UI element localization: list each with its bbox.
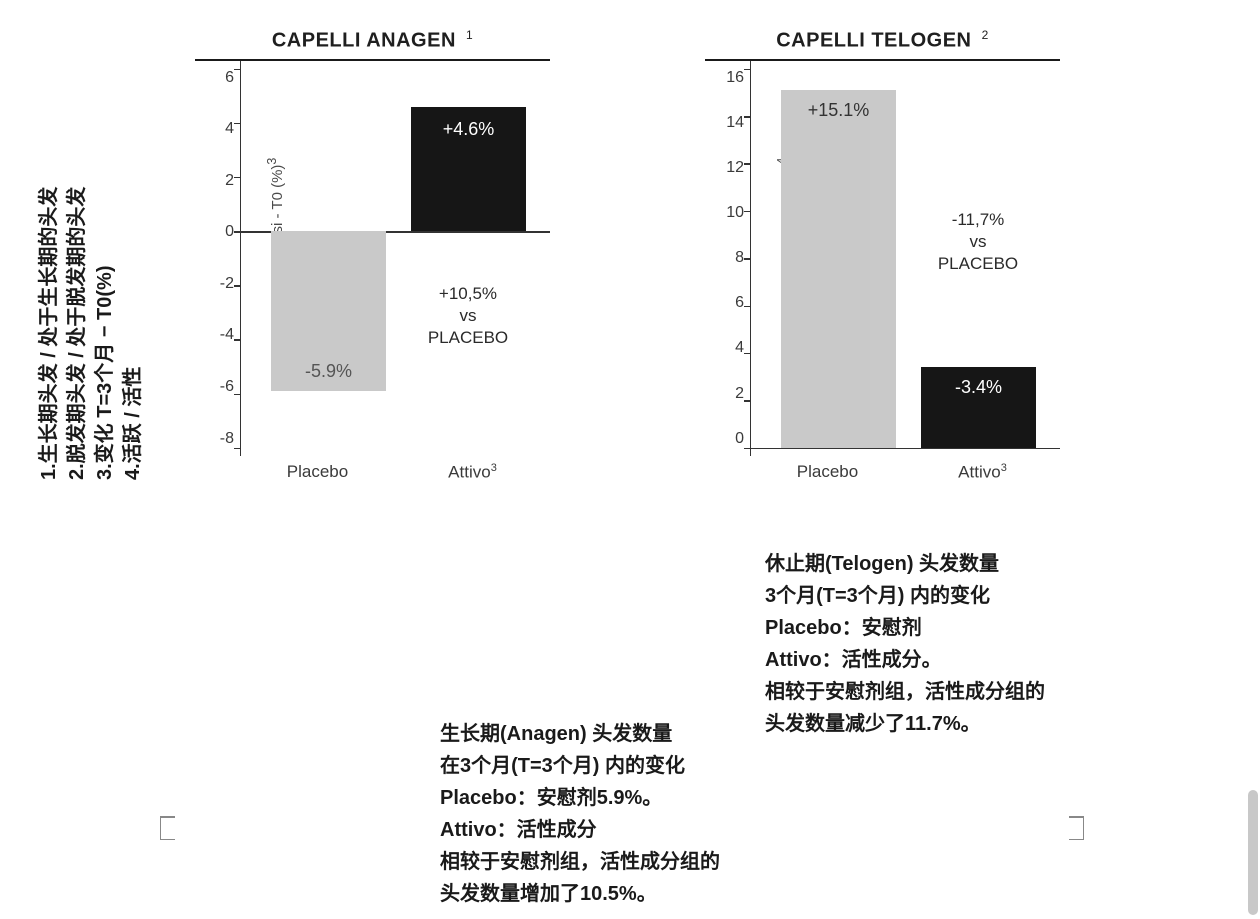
- chart-telogen-title-text: CAPELLI TELOGEN: [776, 30, 971, 52]
- ytick-mark: [234, 69, 241, 71]
- legend-line-1: 1.生长期头发 / 处于生长期的头发: [35, 120, 63, 480]
- chart-anagen-xlabel-1-sup: 3: [491, 462, 497, 474]
- chart-anagen-plot: Variazione T=3 mesi - T0 (%)3 6420-2-4-6…: [195, 61, 550, 456]
- desc-anagen-l5: 相较于安慰剂组，活性成分组的: [440, 846, 750, 878]
- desc-telogen-l4: Attivo：活性成分。: [765, 644, 1095, 676]
- ytick-mark: [744, 448, 751, 450]
- chart-anagen-xlabel-1: Attivo3: [395, 462, 550, 483]
- chart-telogen-plot-area: +15.1% -3.4% -11,7%vsPLACEBO: [750, 61, 1060, 456]
- comparison-annotation: +10,5%vsPLACEBO: [403, 283, 533, 349]
- ytick-mark: [234, 285, 241, 287]
- ytick-label: 14: [726, 114, 744, 132]
- ytick-mark: [234, 394, 241, 396]
- bar-value-label: +4.6%: [411, 119, 526, 140]
- desc-anagen-l6: 头发数量增加了10.5%。: [440, 878, 750, 910]
- description-telogen: 休止期(Telogen) 头发数量 3个月(T=3个月) 内的变化 Placeb…: [765, 548, 1095, 740]
- ytick-mark: [744, 116, 751, 118]
- ytick-label: 2: [735, 385, 744, 403]
- ytick-label: 16: [726, 69, 744, 87]
- ytick-label: 4: [225, 120, 234, 138]
- ytick-label: 0: [735, 430, 744, 448]
- desc-telogen-l2: 3个月(T=3个月) 内的变化: [765, 580, 1095, 612]
- chart-anagen: CAPELLI ANAGEN 1 Variazione T=3 mesi - T…: [195, 28, 550, 482]
- desc-telogen-l6: 头发数量减少了11.7%。: [765, 708, 1095, 740]
- chart-telogen-xlabel-1: Attivo3: [905, 462, 1060, 483]
- chart-anagen-xlabel-0: Placebo: [240, 462, 395, 483]
- ytick-label: 4: [735, 339, 744, 357]
- bar: [781, 90, 896, 448]
- ytick-label: -4: [220, 326, 234, 344]
- chart-telogen-xlabels: Placebo Attivo3: [705, 462, 1060, 483]
- desc-anagen-l2: 在3个月(T=3个月) 内的变化: [440, 750, 750, 782]
- legend-line-3: 3.变化 T=3个月 − T0(%): [91, 120, 119, 480]
- ytick-mark: [744, 69, 751, 71]
- legend-left: 1.生长期头发 / 处于生长期的头发 2.脱发期头发 / 处于脱发期的头发 3.…: [35, 120, 175, 480]
- ytick-label: -8: [220, 430, 234, 448]
- ytick-mark: [234, 448, 241, 450]
- comparison-annotation: -11,7%vsPLACEBO: [913, 209, 1043, 275]
- ytick-label: 6: [735, 294, 744, 312]
- legend-line-4: 4.活跃 / 活性: [119, 120, 147, 480]
- ytick-label: 2: [225, 172, 234, 190]
- scrollbar-thumb[interactable]: [1248, 790, 1258, 915]
- chart-anagen-xlabel-0-text: Placebo: [287, 462, 348, 481]
- chart-anagen-title: CAPELLI ANAGEN 1: [195, 28, 550, 61]
- ytick-mark: [234, 339, 241, 341]
- description-anagen: 生长期(Anagen) 头发数量 在3个月(T=3个月) 内的变化 Placeb…: [440, 718, 750, 910]
- desc-anagen-l4: Attivo：活性成分: [440, 814, 750, 846]
- ytick-mark: [744, 163, 751, 165]
- baseline: [751, 448, 1060, 450]
- ytick-mark: [234, 123, 241, 125]
- chart-anagen-xlabels: Placebo Attivo3: [195, 462, 550, 483]
- chart-anagen-title-sup: 1: [466, 28, 473, 42]
- charts-row: CAPELLI ANAGEN 1 Variazione T=3 mesi - T…: [195, 28, 1060, 482]
- bracket-right-icon: [1070, 816, 1084, 840]
- chart-telogen-title: CAPELLI TELOGEN 2: [705, 28, 1060, 61]
- ytick-mark: [744, 353, 751, 355]
- chart-telogen-xlabel-0: Placebo: [750, 462, 905, 483]
- ytick-label: -6: [220, 378, 234, 396]
- desc-anagen-l1: 生长期(Anagen) 头发数量: [440, 718, 750, 750]
- desc-telogen-l5: 相较于安慰剂组，活性成分组的: [765, 676, 1095, 708]
- ytick-label: 8: [735, 249, 744, 267]
- desc-telogen-l1: 休止期(Telogen) 头发数量: [765, 548, 1095, 580]
- chart-anagen-plot-area: -5.9% +4.6% +10,5%vsPLACEBO: [240, 61, 550, 456]
- ytick-mark: [744, 258, 751, 260]
- chart-anagen-title-text: CAPELLI ANAGEN: [272, 30, 456, 52]
- bar-value-label: +15.1%: [781, 100, 896, 121]
- bar-value-label: -3.4%: [921, 377, 1036, 398]
- ytick-mark: [744, 211, 751, 213]
- chart-telogen-xlabel-1-sup: 3: [1001, 462, 1007, 474]
- ytick-label: 12: [726, 159, 744, 177]
- desc-telogen-l3: Placebo：安慰剂: [765, 612, 1095, 644]
- desc-anagen-l3: Placebo：安慰剂5.9%。: [440, 782, 750, 814]
- bracket-left-icon: [160, 816, 174, 840]
- ytick-label: 0: [225, 223, 234, 241]
- ytick-label: 6: [225, 69, 234, 87]
- chart-telogen-plot: Variazione T=3 mesi - T0 (%)4 1614121086…: [705, 61, 1060, 456]
- ytick-mark: [744, 400, 751, 402]
- chart-telogen-xlabel-1-text: Attivo: [958, 462, 1001, 481]
- ytick-mark: [234, 177, 241, 179]
- chart-anagen-xlabel-1-text: Attivo: [448, 462, 491, 481]
- chart-anagen-yaxis: 6 4 2 0 -2 -4 -6 -8: [195, 61, 240, 456]
- bar-value-label: -5.9%: [271, 361, 386, 382]
- ytick-label: 10: [726, 204, 744, 222]
- ytick-label: -2: [220, 275, 234, 293]
- legend-line-2: 2.脱发期头发 / 处于脱发期的头发: [63, 120, 91, 480]
- chart-telogen: CAPELLI TELOGEN 2 Variazione T=3 mesi - …: [705, 28, 1060, 482]
- ytick-mark: [744, 306, 751, 308]
- chart-telogen-title-sup: 2: [982, 28, 989, 42]
- ytick-mark: [234, 231, 241, 233]
- chart-telogen-xlabel-0-text: Placebo: [797, 462, 858, 481]
